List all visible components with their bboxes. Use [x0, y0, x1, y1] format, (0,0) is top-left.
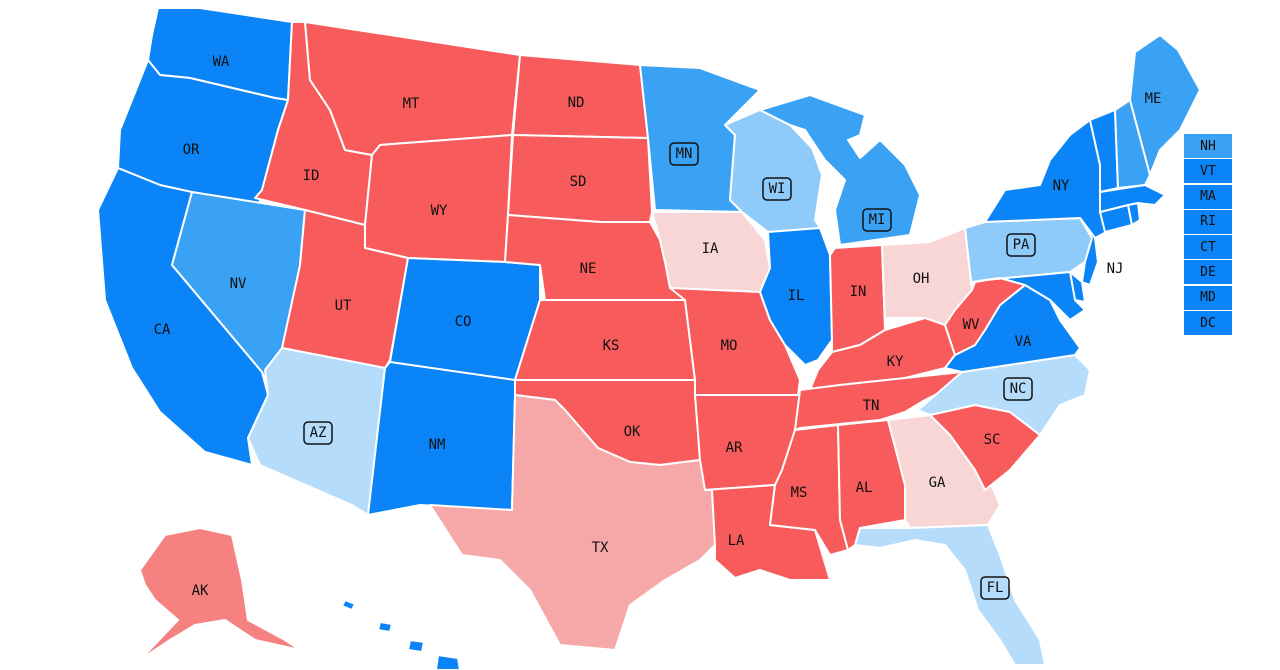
state-nj[interactable]: [1079, 217, 1099, 286]
tossup-badge-pa: [1006, 233, 1036, 257]
state-label-az: AZ: [310, 425, 327, 441]
state-label-ak: AK: [192, 583, 209, 599]
state-label-sc: SC: [984, 432, 1001, 448]
state-label-ar: AR: [726, 440, 743, 456]
state-label-ky: KY: [887, 354, 904, 370]
state-label-ms: MS: [791, 485, 808, 501]
small-state-vt[interactable]: VT: [1184, 159, 1232, 184]
state-label-pa: PA: [1013, 237, 1030, 253]
small-state-de[interactable]: DE: [1184, 260, 1232, 285]
small-state-ct[interactable]: CT: [1184, 235, 1232, 260]
state-label-tx: TX: [592, 540, 609, 556]
state-ak[interactable]: [139, 527, 301, 661]
small-states-list: NH VT MA RI CT DE MD DC: [1184, 134, 1232, 336]
state-label-ok: OK: [624, 424, 641, 440]
small-state-ma[interactable]: MA: [1184, 184, 1232, 209]
state-label-wy: WY: [431, 203, 448, 219]
state-label-me: ME: [1145, 91, 1162, 107]
state-label-sd: SD: [570, 174, 587, 190]
state-label-mn: MN: [676, 146, 693, 162]
state-label-ne: NE: [580, 261, 597, 277]
state-il[interactable]: [759, 227, 833, 366]
state-label-nc: NC: [1010, 381, 1027, 397]
state-me[interactable]: [1129, 34, 1201, 176]
state-label-mo: MO: [721, 338, 738, 354]
state-label-or: OR: [183, 142, 200, 158]
state-label-wv: WV: [963, 317, 980, 333]
state-label-nj: NJ: [1107, 261, 1124, 277]
state-label-va: VA: [1015, 334, 1032, 350]
state-label-wi: WI: [769, 181, 786, 197]
tossup-badge-nc: [1003, 377, 1033, 401]
state-label-nd: ND: [568, 95, 585, 111]
state-label-co: CO: [455, 314, 472, 330]
state-ny[interactable]: [984, 119, 1111, 239]
small-state-dc[interactable]: DC: [1184, 311, 1232, 336]
state-label-ca: CA: [154, 322, 171, 338]
state-label-ut: UT: [335, 298, 352, 314]
state-tx[interactable]: [429, 394, 716, 651]
state-mi[interactable]: [759, 94, 921, 246]
state-label-tn: TN: [863, 398, 880, 414]
state-fl[interactable]: [854, 524, 1046, 666]
state-nh[interactable]: [1114, 99, 1151, 189]
state-vt[interactable]: [1089, 109, 1119, 193]
state-label-ia: IA: [702, 241, 719, 257]
state-label-ks: KS: [603, 338, 620, 354]
small-state-nh[interactable]: NH: [1184, 134, 1232, 158]
tossup-badge-fl: [980, 576, 1010, 600]
state-wy[interactable]: [364, 134, 513, 263]
state-label-nm: NM: [429, 437, 446, 453]
tossup-badge-mn: [669, 142, 699, 166]
tossup-badge-wi: [762, 177, 792, 201]
state-label-ga: GA: [929, 475, 946, 491]
state-label-ny: NY: [1053, 178, 1070, 194]
state-md[interactable]: [984, 271, 1086, 321]
state-label-mt: MT: [403, 96, 420, 112]
state-hi[interactable]: [341, 599, 461, 670]
state-label-fl: FL: [987, 580, 1004, 596]
tossup-badge-az: [303, 421, 333, 445]
state-label-la: LA: [728, 533, 745, 549]
small-state-ri[interactable]: RI: [1184, 209, 1232, 234]
state-label-id: ID: [303, 168, 320, 184]
state-ma[interactable]: [1099, 184, 1166, 213]
state-label-al: AL: [856, 480, 873, 496]
state-label-nv: NV: [230, 276, 247, 292]
state-label-oh: OH: [913, 271, 930, 287]
state-label-il: IL: [788, 288, 805, 304]
state-label-wa: WA: [213, 54, 230, 70]
state-label-mi: MI: [869, 212, 886, 228]
small-state-md[interactable]: MD: [1184, 285, 1232, 310]
tossup-badge-mi: [862, 208, 892, 232]
state-label-in: IN: [850, 284, 867, 300]
